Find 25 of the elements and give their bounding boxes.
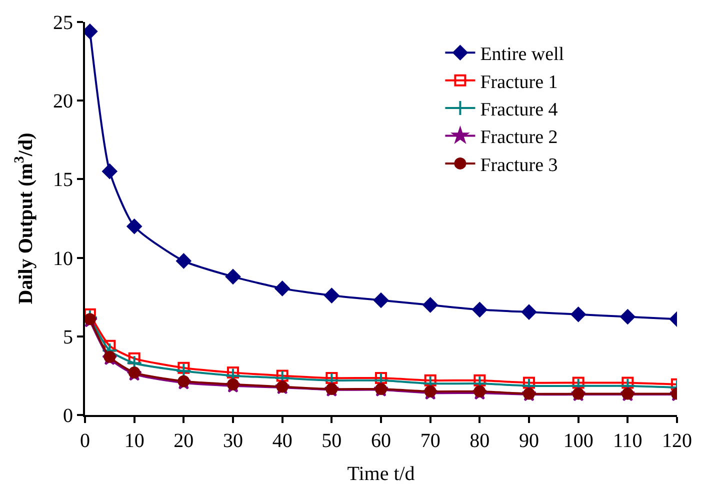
y-tick-label: 10 (53, 248, 73, 270)
legend-label: Entire well (480, 44, 564, 66)
legend-label: Fracture 3 (480, 154, 558, 176)
y-tick-label: 5 (63, 326, 73, 348)
x-tick-label: 70 (420, 430, 440, 452)
x-tick-label: 40 (272, 430, 292, 452)
x-tick-label: 20 (174, 430, 194, 452)
legend-label: Fracture 2 (480, 127, 558, 148)
y-tick-label: 20 (53, 90, 73, 113)
x-tick-label: 120 (662, 430, 692, 452)
x-tick-label: 0 (80, 430, 90, 452)
y-tick-label: 0 (63, 405, 73, 427)
legend-label: Fracture 1 (480, 72, 558, 93)
x-tick-label: 30 (223, 430, 243, 452)
x-tick-label: 60 (371, 430, 391, 452)
y-tick-label: 25 (53, 12, 73, 34)
x-tick-label: 100 (563, 430, 594, 452)
x-tick-label: 110 (613, 430, 642, 452)
y-tick-label: 15 (53, 169, 73, 192)
x-axis-title: Time t/d (347, 463, 415, 485)
legend-label: Fracture 4 (480, 99, 558, 120)
x-tick-label: 80 (470, 430, 490, 452)
x-tick-label: 10 (124, 430, 144, 452)
x-tick-label: 90 (519, 430, 539, 452)
x-tick-label: 50 (322, 430, 342, 452)
